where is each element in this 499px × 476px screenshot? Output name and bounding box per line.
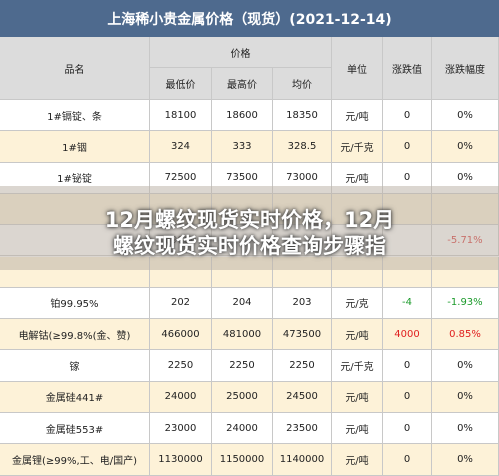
table-cell: 1#镉锭、条 — [0, 100, 150, 132]
header-cell: 价格 — [150, 37, 332, 68]
table-cell: 328.5 — [273, 131, 332, 163]
table-cell: 元/吨 — [332, 413, 383, 445]
table-cell: 元/吨 — [332, 381, 383, 413]
overlay-banner: 12月螺纹现货实时价格，12月 螺纹现货实时价格查询步骤指 — [0, 186, 499, 270]
table-cell: 203 — [273, 287, 332, 320]
table-cell: 0% — [432, 350, 499, 382]
table-cell: 元/吨 — [332, 100, 383, 132]
table-cell: 0 — [383, 100, 432, 132]
table-cell: 4000 — [383, 319, 432, 351]
table-cell: 333 — [212, 131, 273, 163]
table-cell: 1150000 — [212, 444, 273, 476]
table-cell: 466000 — [150, 319, 212, 351]
header-cell: 涨跌幅度 — [432, 37, 499, 100]
table-cell: 金属锂(≥99%,工、电/国产) — [0, 444, 150, 476]
table-cell: 电解钴(≥99.8%(金、赞) — [0, 319, 150, 351]
table-cell: 0 — [383, 131, 432, 163]
table-cell: 1140000 — [273, 444, 332, 476]
table-cell: 0 — [383, 444, 432, 476]
table-cell: 0% — [432, 444, 499, 476]
overlay-line: 螺纹现货实时价格查询步骤指 — [113, 234, 386, 258]
table-cell: 18600 — [212, 100, 273, 132]
table-cell: 24500 — [273, 381, 332, 413]
table-cell: 元/克 — [332, 287, 383, 320]
header-cell: 均价 — [273, 68, 332, 100]
table-cell: 481000 — [212, 319, 273, 351]
table-cell: 23000 — [150, 413, 212, 445]
table-cell: 2250 — [150, 350, 212, 382]
table-cell: 25000 — [212, 381, 273, 413]
table-cell: 18350 — [273, 100, 332, 132]
table-cell: 202 — [150, 287, 212, 320]
table-cell: 0 — [383, 381, 432, 413]
header-cell: 涨跌值 — [383, 37, 432, 100]
table-cell: 镓 — [0, 350, 150, 382]
header-cell: 最低价 — [150, 68, 212, 100]
table-cell: 金属硅553# — [0, 413, 150, 445]
table-cell: 473500 — [273, 319, 332, 351]
table-cell: 24000 — [150, 381, 212, 413]
table-cell: 2250 — [273, 350, 332, 382]
table-cell: 元/千克 — [332, 131, 383, 163]
table-cell: 0 — [383, 413, 432, 445]
header-cell: 品名 — [0, 37, 150, 100]
table-cell: 0 — [383, 350, 432, 382]
table-cell: 金属硅441# — [0, 381, 150, 413]
table-cell: 18100 — [150, 100, 212, 132]
table-title: 上海稀小贵金属价格（现货）(2021-12-14) — [0, 0, 499, 37]
header-cell: 单位 — [332, 37, 383, 100]
overlay-line: 12月螺纹现货实时价格，12月 — [104, 208, 395, 232]
table-cell: 0% — [432, 131, 499, 163]
table-cell: 1130000 — [150, 444, 212, 476]
table-cell: 元/千克 — [332, 350, 383, 382]
table-cell: -4 — [383, 287, 432, 320]
table-cell: 24000 — [212, 413, 273, 445]
table-cell: 0% — [432, 413, 499, 445]
table-cell: 元/吨 — [332, 444, 383, 476]
table-cell: 0% — [432, 100, 499, 132]
table-cell: -1.93% — [432, 287, 499, 320]
table-cell: 324 — [150, 131, 212, 163]
table-cell: 23500 — [273, 413, 332, 445]
table-cell: 2250 — [212, 350, 273, 382]
header-cell: 最高价 — [212, 68, 273, 100]
table-cell: 元/吨 — [332, 319, 383, 351]
table-cell: 铂99.95% — [0, 287, 150, 320]
table-cell: 0.85% — [432, 319, 499, 351]
table-cell: 1#铟 — [0, 131, 150, 163]
table-cell: 204 — [212, 287, 273, 320]
table-cell: 0% — [432, 381, 499, 413]
